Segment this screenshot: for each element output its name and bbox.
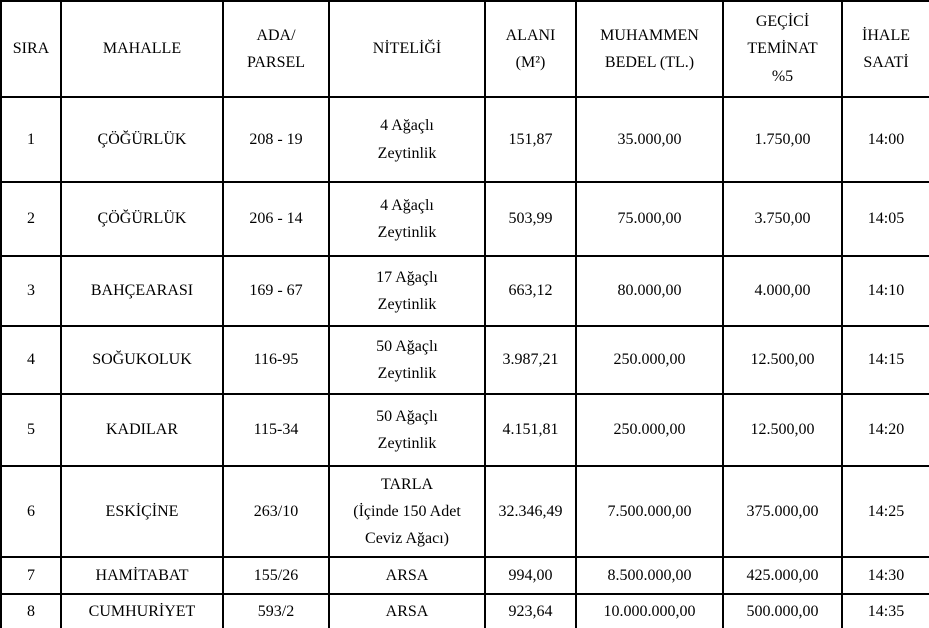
- cell-ada-parsel: 169 - 67: [222, 255, 330, 327]
- cell-sira: 2: [0, 181, 62, 257]
- cell-niteligi: 4 Ağaçlı Zeytinlik: [328, 96, 486, 183]
- cell-gecici-teminat: 12.500,00: [722, 325, 843, 395]
- cell-ada-parsel: 593/2: [222, 593, 330, 628]
- cell-ada-parsel: 263/10: [222, 465, 330, 558]
- col-header-alani: ALANI (M²): [484, 0, 577, 98]
- cell-muhammen-bedel: 75.000,00: [575, 181, 724, 257]
- cell-muhammen-bedel: 80.000,00: [575, 255, 724, 327]
- cell-ihale-saati: 14:25: [841, 465, 929, 558]
- cell-alani: 663,12: [484, 255, 577, 327]
- cell-muhammen-bedel: 250.000,00: [575, 393, 724, 467]
- cell-ada-parsel: 208 - 19: [222, 96, 330, 183]
- cell-niteligi: 50 Ağaçlı Zeytinlik: [328, 325, 486, 395]
- cell-ada-parsel: 115-34: [222, 393, 330, 467]
- cell-sira: 8: [0, 593, 62, 628]
- table-row: 4 SOĞUKOLUK 116-95 50 Ağaçlı Zeytinlik 3…: [0, 325, 929, 395]
- cell-ihale-saati: 14:15: [841, 325, 929, 395]
- cell-sira: 5: [0, 393, 62, 467]
- cell-ada-parsel: 116-95: [222, 325, 330, 395]
- cell-ada-parsel: 206 - 14: [222, 181, 330, 257]
- col-header-mahalle: MAHALLE: [60, 0, 224, 98]
- table-row: 1 ÇÖĞÜRLÜK 208 - 19 4 Ağaçlı Zeytinlik 1…: [0, 96, 929, 183]
- cell-mahalle: ÇÖĞÜRLÜK: [60, 181, 224, 257]
- cell-mahalle: ÇÖĞÜRLÜK: [60, 96, 224, 183]
- cell-muhammen-bedel: 250.000,00: [575, 325, 724, 395]
- table-row: 2 ÇÖĞÜRLÜK 206 - 14 4 Ağaçlı Zeytinlik 5…: [0, 181, 929, 257]
- cell-niteligi: TARLA (İçinde 150 Adet Ceviz Ağacı): [328, 465, 486, 558]
- cell-sira: 7: [0, 556, 62, 595]
- cell-alani: 923,64: [484, 593, 577, 628]
- cell-mahalle: CUMHURİYET: [60, 593, 224, 628]
- cell-sira: 6: [0, 465, 62, 558]
- cell-alani: 994,00: [484, 556, 577, 595]
- cell-alani: 151,87: [484, 96, 577, 183]
- cell-ihale-saati: 14:05: [841, 181, 929, 257]
- cell-ihale-saati: 14:00: [841, 96, 929, 183]
- cell-sira: 4: [0, 325, 62, 395]
- col-header-ada-parsel: ADA/ PARSEL: [222, 0, 330, 98]
- cell-ihale-saati: 14:10: [841, 255, 929, 327]
- col-header-niteligi: NİTELİĞİ: [328, 0, 486, 98]
- cell-gecici-teminat: 1.750,00: [722, 96, 843, 183]
- cell-ada-parsel: 155/26: [222, 556, 330, 595]
- cell-niteligi: ARSA: [328, 593, 486, 628]
- header-row: SIRA MAHALLE ADA/ PARSEL NİTELİĞİ ALANI …: [0, 0, 929, 98]
- cell-mahalle: ESKİÇİNE: [60, 465, 224, 558]
- cell-mahalle: KADILAR: [60, 393, 224, 467]
- col-header-gecici-teminat: GEÇİCİ TEMİNAT %5: [722, 0, 843, 98]
- cell-mahalle: BAHÇEARASI: [60, 255, 224, 327]
- cell-alani: 3.987,21: [484, 325, 577, 395]
- cell-gecici-teminat: 4.000,00: [722, 255, 843, 327]
- cell-mahalle: SOĞUKOLUK: [60, 325, 224, 395]
- cell-alani: 4.151,81: [484, 393, 577, 467]
- cell-alani: 503,99: [484, 181, 577, 257]
- cell-ihale-saati: 14:20: [841, 393, 929, 467]
- cell-sira: 1: [0, 96, 62, 183]
- cell-niteligi: 4 Ağaçlı Zeytinlik: [328, 181, 486, 257]
- cell-niteligi: ARSA: [328, 556, 486, 595]
- cell-gecici-teminat: 500.000,00: [722, 593, 843, 628]
- cell-gecici-teminat: 375.000,00: [722, 465, 843, 558]
- cell-muhammen-bedel: 7.500.000,00: [575, 465, 724, 558]
- table-row: 6 ESKİÇİNE 263/10 TARLA (İçinde 150 Adet…: [0, 465, 929, 558]
- col-header-sira: SIRA: [0, 0, 62, 98]
- cell-mahalle: HAMİTABAT: [60, 556, 224, 595]
- cell-gecici-teminat: 425.000,00: [722, 556, 843, 595]
- table-row: 3 BAHÇEARASI 169 - 67 17 Ağaçlı Zeytinli…: [0, 255, 929, 327]
- col-header-ihale-saati: İHALE SAATİ: [841, 0, 929, 98]
- cell-sira: 3: [0, 255, 62, 327]
- cell-muhammen-bedel: 35.000,00: [575, 96, 724, 183]
- cell-alani: 32.346,49: [484, 465, 577, 558]
- cell-niteligi: 17 Ağaçlı Zeytinlik: [328, 255, 486, 327]
- cell-muhammen-bedel: 10.000.000,00: [575, 593, 724, 628]
- cell-ihale-saati: 14:30: [841, 556, 929, 595]
- cell-ihale-saati: 14:35: [841, 593, 929, 628]
- cell-gecici-teminat: 12.500,00: [722, 393, 843, 467]
- table-row: 5 KADILAR 115-34 50 Ağaçlı Zeytinlik 4.1…: [0, 393, 929, 467]
- cell-muhammen-bedel: 8.500.000,00: [575, 556, 724, 595]
- table-row: 7 HAMİTABAT 155/26 ARSA 994,00 8.500.000…: [0, 556, 929, 595]
- cell-niteligi: 50 Ağaçlı Zeytinlik: [328, 393, 486, 467]
- cell-gecici-teminat: 3.750,00: [722, 181, 843, 257]
- col-header-muhammen-bedel: MUHAMMEN BEDEL (TL.): [575, 0, 724, 98]
- table-row: 8 CUMHURİYET 593/2 ARSA 923,64 10.000.00…: [0, 593, 929, 628]
